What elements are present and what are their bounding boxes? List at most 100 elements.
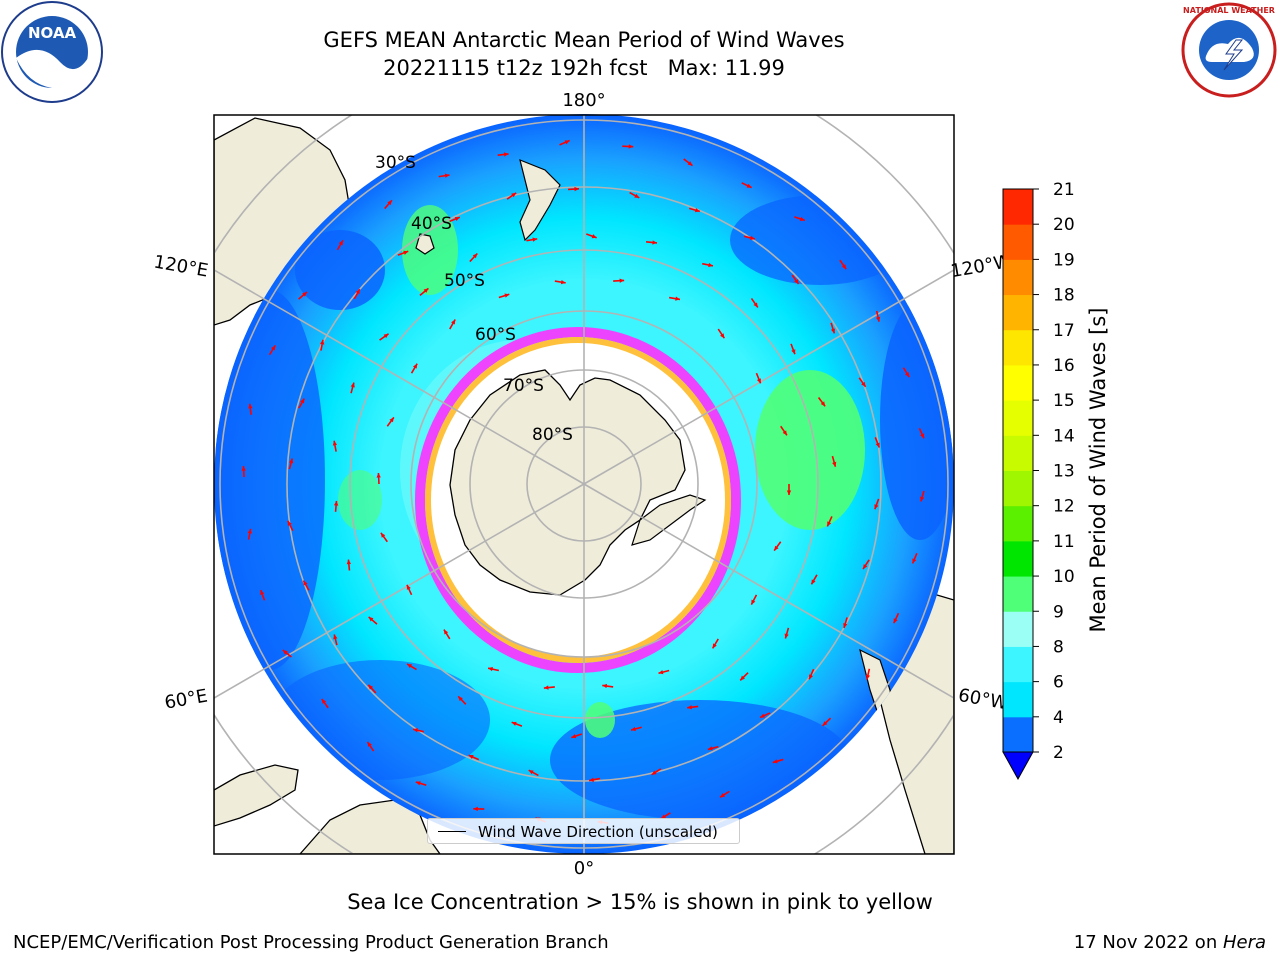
wave-arrow-head — [532, 237, 538, 242]
antarctica-landmass — [449, 369, 686, 596]
colorbar-tick-label: 17 — [1053, 321, 1075, 341]
lat-label-30s: 30°S — [375, 153, 416, 173]
wave-arrow-head — [288, 458, 294, 464]
ocean-field — [214, 114, 954, 854]
wave-arrow-head — [346, 559, 352, 565]
wave-arrow-head — [920, 496, 925, 502]
colorbar-tick-label: 19 — [1053, 250, 1075, 270]
wave-arrow-head — [875, 442, 880, 448]
colorbar-segment — [1003, 364, 1033, 401]
wave-arrow-head — [528, 770, 534, 775]
lat-label-40s: 40°S — [411, 214, 452, 234]
wave-arrow-head — [287, 520, 292, 526]
wave-arrow-head — [503, 152, 509, 157]
wave-arrow-head — [865, 674, 871, 680]
wave-arrow-head — [333, 500, 339, 506]
colorbar-tick-label: 8 — [1053, 637, 1064, 657]
wave-arrow-head — [338, 240, 343, 246]
wave-arrow-head — [355, 289, 360, 295]
wave-arrow-head — [574, 186, 580, 192]
nws-logo: NATIONAL WEATHER — [1181, 2, 1277, 98]
colorbar-tick-label: 21 — [1053, 180, 1075, 200]
wave-arrow-head — [841, 264, 847, 270]
wave-arrow-head — [413, 728, 418, 733]
meridian-120w — [583, 269, 954, 485]
wave-arrow-head — [488, 666, 493, 672]
wave-arrow-head — [832, 461, 837, 467]
wave-arrow-head — [634, 193, 640, 198]
wave-arrow-head — [720, 793, 726, 798]
wave-arrow-head — [708, 262, 713, 268]
colorbar-segment — [1003, 540, 1033, 577]
wave-arrow-head — [387, 200, 392, 206]
wave-arrow-head — [661, 814, 667, 819]
colorbar-segment — [1003, 259, 1033, 296]
wave-arrow-head — [651, 770, 657, 775]
wave-arrow-head — [451, 319, 456, 325]
colorbar-tick-label: 15 — [1053, 391, 1075, 411]
wave-arrow-head — [368, 684, 374, 690]
colorbar-tick-label: 12 — [1053, 497, 1075, 517]
wave-arrow-head — [511, 721, 517, 726]
colorbar-segment — [1003, 400, 1033, 436]
wave-arrow-head — [282, 650, 288, 655]
period-patch-green — [338, 470, 382, 530]
colorbar-segment — [1003, 435, 1033, 471]
lat-label-50s: 50°S — [444, 271, 485, 291]
colorbar-segment — [1003, 329, 1033, 366]
wave-arrow-head — [248, 403, 253, 409]
wave-arrow-head — [875, 316, 881, 322]
wave-arrow-head — [589, 777, 594, 782]
wave-arrow-head — [504, 293, 510, 298]
wave-arrow-head — [791, 349, 796, 355]
legend-line-swatch — [438, 831, 466, 832]
colorbar-tick-label: 18 — [1053, 286, 1075, 306]
colorbar-tick-label: 4 — [1053, 708, 1064, 728]
wave-arrow-head — [406, 584, 411, 590]
wave-arrow-head — [794, 279, 799, 285]
colorbar-tick-label: 14 — [1053, 426, 1075, 446]
sea-ice-edge — [415, 327, 741, 673]
colorbar-tick-label: 2 — [1053, 743, 1064, 763]
colorbar-segment — [1003, 681, 1033, 718]
wave-arrow-head — [630, 726, 636, 732]
wave-arrow-head — [468, 755, 474, 760]
wave-arrow-head — [712, 643, 717, 649]
wave-arrow-head — [543, 685, 549, 690]
wave-arrow-head — [628, 144, 634, 149]
wave-arrow-head — [602, 683, 608, 689]
wave-arrow-head — [300, 398, 305, 404]
sea-ice-note: Sea Ice Concentration > 15% is shown in … — [347, 890, 933, 914]
wave-arrow-head — [564, 140, 570, 145]
wave-arrow-head — [247, 528, 252, 534]
wave-arrow-head — [675, 296, 680, 301]
period-patch — [550, 700, 850, 820]
meridian-60w — [583, 483, 954, 699]
wave-arrow-head — [920, 433, 925, 439]
wave-arrow-head — [707, 746, 713, 751]
wave-arrow-head — [403, 250, 409, 255]
noaa-logo: NOAA — [1, 1, 103, 103]
colorbar-tick-label: 13 — [1053, 462, 1075, 482]
meridian-120e — [214, 269, 585, 485]
map-legend: Wind Wave Direction (unscaled) — [427, 818, 740, 844]
wave-arrow-head — [333, 634, 338, 640]
antarctic-peninsula — [631, 494, 707, 546]
lon-label-120e: 120°E — [152, 251, 210, 281]
colorbar-segment — [1003, 576, 1033, 612]
tasmania-landmass — [415, 233, 435, 255]
wave-arrow-head — [799, 216, 805, 222]
wave-arrow-head — [415, 781, 421, 786]
wave-arrow-head — [830, 328, 836, 334]
svg-text:NATIONAL WEATHER: NATIONAL WEATHER — [1183, 6, 1275, 15]
wave-arrow-head — [350, 382, 355, 388]
wave-arrow-head — [912, 558, 917, 564]
wave-arrow-head — [694, 208, 700, 213]
wave-arrow-head — [376, 473, 381, 478]
colorbar-segment — [1003, 189, 1033, 225]
wave-arrow-head — [756, 378, 761, 384]
wave-arrow-head — [874, 504, 879, 510]
period-patch — [215, 290, 325, 670]
wave-arrow-head — [658, 670, 664, 675]
